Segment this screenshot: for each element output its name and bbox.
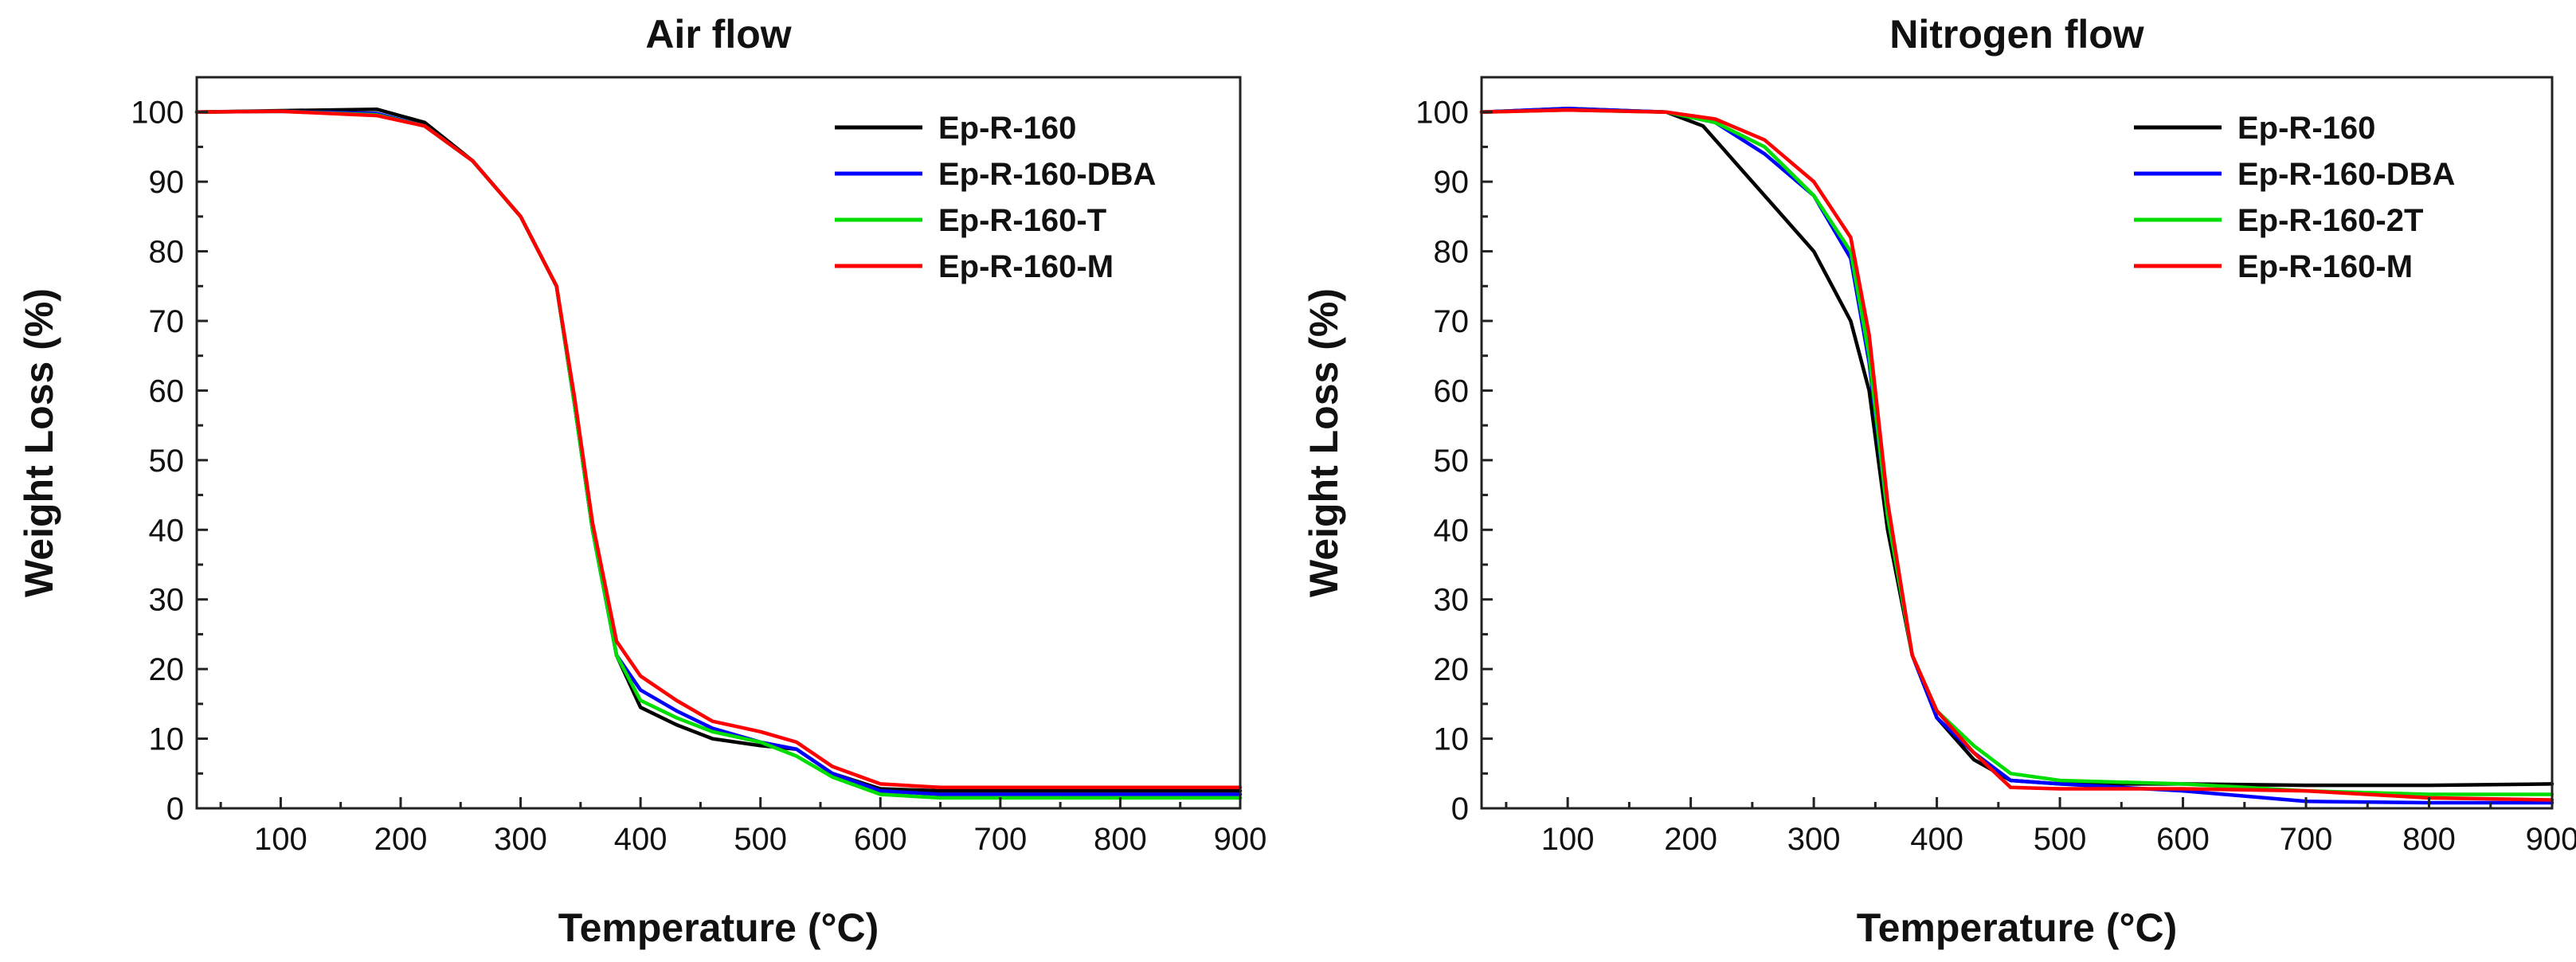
nitrogen-flow-x-tick-label: 100 [1541,822,1595,857]
air-flow-legend-label-4: Ep-R-160-M [938,249,1114,284]
air-flow-legend: Ep-R-160 Ep-R-160-DBA Ep-R-160-T Ep-R-160-M [835,111,1156,284]
air-flow-y-tick-label: 40 [149,513,185,548]
air-flow-plot-frame [195,76,1242,810]
nitrogen-flow-x-tick-label: 200 [1664,822,1717,857]
air-flow-y-tick-label: 80 [149,235,185,270]
nitrogen-flow-y-tick-label: 20 [1434,652,1470,687]
air-flow-legend-label-1: Ep-R-160 [938,111,1076,146]
nitrogen-flow-legend-label-1: Ep-R-160 [2237,111,2375,146]
air-flow-x-tick-label: 300 [494,822,547,857]
nitrogen-flow-panel: Nitrogen flow 100 200 300 400 500 600 700 800 900… [1288,0,2576,962]
nitrogen-flow-plot-frame [1480,76,2554,810]
air-flow-chart-title: Air flow [645,12,791,57]
nitrogen-flow-y-tick-label: 30 [1434,583,1470,618]
air-flow-x-tick-label: 400 [614,822,667,857]
air-flow-x-tick-label: 700 [973,822,1027,857]
nitrogen-flow-y-tick-label: 0 [1451,792,1469,827]
nitrogen-flow-x-tick-label: 900 [2526,822,2576,857]
air-flow-series-line-4 [194,109,1243,790]
nitrogen-flow-x-tick-label: 700 [2280,822,2333,857]
air-flow-chart: Air flow 100 200 300 400 500 600 700 800 900 0 10 20… [17,12,1267,950]
nitrogen-flow-x-tick-label: 400 [1910,822,1963,857]
nitrogen-flow-series-line-4 [1479,108,2554,802]
air-flow-y-tick-label: 70 [149,304,185,339]
nitrogen-flow-y-axis-label: Weight Loss (%) [1302,288,1346,597]
air-flow-x-tick-label: 200 [374,822,428,857]
air-flow-series-line-1 [194,107,1243,793]
air-flow-y-tick-label: 100 [131,96,184,131]
air-flow-y-axis-label: Weight Loss (%) [17,288,61,597]
air-flow-y-tick-label: 20 [149,652,185,687]
nitrogen-flow-legend: Ep-R-160 Ep-R-160-DBA Ep-R-160-2T Ep-R-160-… [2134,111,2455,284]
air-flow-panel: Air flow 100 200 300 400 500 600 700 800 900 0 10 20… [17,12,1267,950]
air-flow-legend-label-3: Ep-R-160-T [938,203,1106,238]
nitrogen-flow-chart-title: Nitrogen flow [1889,12,2144,57]
nitrogen-flow-x-tick-label: 300 [1787,822,1841,857]
nitrogen-flow-x-tick-label: 600 [2156,822,2210,857]
air-flow-x-tick-label: 100 [254,822,307,857]
air-flow-x-tick-label: 600 [854,822,907,857]
air-flow-y-tick-label: 0 [166,792,184,827]
nitrogen-flow-y-tick-label: 60 [1434,373,1470,409]
nitrogen-flow-legend-label-4: Ep-R-160-M [2237,249,2413,284]
air-flow-legend-label-2: Ep-R-160-DBA [938,157,1156,192]
nitrogen-flow-x-tick-label: 500 [2034,822,2087,857]
nitrogen-flow-x-axis-label: Temperature (°C) [1857,905,2177,950]
nitrogen-flow-y-tick-label: 70 [1434,304,1470,339]
nitrogen-flow-y-tick-label: 10 [1434,722,1470,757]
air-flow-y-tick-label: 60 [149,373,185,409]
air-flow-y-tick-label: 30 [149,583,185,618]
air-flow-x-tick-label: 900 [1214,822,1267,857]
nitrogen-flow-legend-label-3: Ep-R-160-2T [2237,203,2423,238]
air-flow-x-tick-label: 500 [734,822,787,857]
air-flow-y-tick-label: 90 [149,165,185,200]
nitrogen-flow-y-tick-label: 100 [1415,96,1469,131]
nitrogen-flow-legend-label-2: Ep-R-160-DBA [2237,157,2455,192]
nitrogen-flow-y-tick-label: 40 [1434,513,1470,548]
air-flow-x-tick-label: 800 [1094,822,1147,857]
nitrogen-flow-y-tick-label: 50 [1434,444,1470,479]
air-flow-x-axis-label: Temperature (°C) [558,905,879,950]
air-flow-y-tick-label: 50 [149,444,185,479]
nitrogen-flow-y-tick-label: 90 [1434,165,1470,200]
nitrogen-flow-y-tick-label: 80 [1434,235,1470,270]
air-flow-y-tick-label: 10 [149,722,185,757]
nitrogen-flow-x-tick-label: 800 [2402,822,2456,857]
